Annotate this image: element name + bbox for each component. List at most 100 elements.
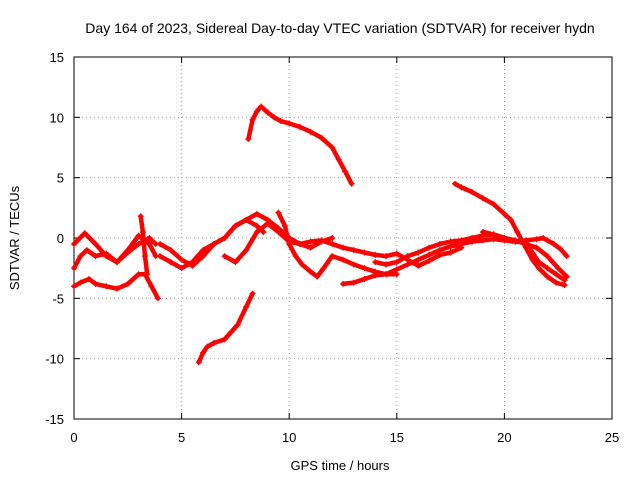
x-tick-label: 0 <box>70 430 77 445</box>
data-point <box>221 235 228 241</box>
data-point <box>350 279 357 286</box>
data-point <box>275 209 282 216</box>
data-point <box>415 262 422 269</box>
y-tick-label: -5 <box>52 291 64 306</box>
series-arc-f <box>157 216 267 272</box>
data-point <box>114 285 121 292</box>
series-trace <box>196 291 255 365</box>
data-point <box>243 303 250 310</box>
data-point <box>114 259 121 266</box>
data-point <box>210 241 217 248</box>
data-point <box>253 108 260 115</box>
data-point <box>329 241 336 248</box>
data-point <box>372 251 379 258</box>
data-point <box>469 235 476 241</box>
data-point <box>512 238 519 245</box>
data-point <box>314 273 321 280</box>
data-point <box>361 276 368 283</box>
data-point <box>458 184 465 191</box>
data-point <box>557 245 564 252</box>
data-point <box>275 228 282 235</box>
x-tick-label: 25 <box>605 430 619 445</box>
data-point <box>71 283 77 290</box>
series-arc-i <box>195 290 256 366</box>
series-arc-d <box>137 213 151 278</box>
data-point <box>393 266 400 273</box>
data-point <box>436 241 443 248</box>
data-point <box>232 259 239 266</box>
data-point <box>383 271 390 278</box>
data-point <box>535 259 542 266</box>
data-point <box>307 244 314 251</box>
data-point <box>426 244 433 251</box>
data-point <box>277 117 284 124</box>
data-point <box>103 250 110 257</box>
data-point <box>249 116 256 123</box>
series-trace <box>452 181 567 288</box>
data-point <box>563 253 570 260</box>
data-point <box>447 249 454 256</box>
data-point <box>135 232 142 239</box>
data-point <box>200 253 207 260</box>
data-point <box>507 216 514 223</box>
data-point <box>342 168 349 175</box>
data-point <box>479 195 486 202</box>
data-point <box>479 228 486 235</box>
data-point <box>563 273 570 280</box>
data-point <box>204 343 211 350</box>
data-point <box>553 279 560 286</box>
data-point <box>307 268 314 275</box>
data-point <box>550 241 557 248</box>
data-point <box>249 290 256 297</box>
x-tick-label: 5 <box>178 430 185 445</box>
chart-title: Day 164 of 2023, Sidereal Day-to-day VTE… <box>85 20 594 36</box>
data-point <box>286 241 293 248</box>
data-point <box>167 259 174 266</box>
y-tick-label: 0 <box>57 231 64 246</box>
data-point <box>540 235 547 241</box>
data-point <box>260 228 267 235</box>
data-point <box>258 103 265 110</box>
data-point <box>329 235 336 241</box>
data-point <box>561 277 568 284</box>
data-point <box>404 261 411 268</box>
data-point <box>340 280 346 287</box>
data-point <box>86 276 93 283</box>
data-point <box>426 257 433 264</box>
data-point <box>372 259 379 266</box>
data-point <box>103 283 110 290</box>
data-point <box>544 265 551 272</box>
data-point <box>553 271 560 278</box>
data-point <box>253 222 260 229</box>
data-point <box>92 253 99 260</box>
x-tick-label: 20 <box>497 430 511 445</box>
data-point <box>393 250 400 257</box>
y-tick-label: 10 <box>50 110 64 125</box>
data-point <box>146 241 153 248</box>
data-point <box>264 220 271 227</box>
data-point <box>296 241 303 248</box>
data-point <box>514 228 521 235</box>
data-point <box>458 237 465 244</box>
plot-frame <box>73 56 613 420</box>
data-point <box>142 253 149 260</box>
data-point <box>533 244 540 251</box>
data-point <box>329 253 336 260</box>
data-point <box>529 249 536 256</box>
data-point <box>210 339 217 346</box>
data-point <box>544 237 551 244</box>
series-trace <box>71 271 161 301</box>
data-point <box>544 253 551 260</box>
data-point <box>271 114 278 121</box>
data-point <box>350 261 357 268</box>
y-tick-label: 5 <box>57 171 64 186</box>
series-arc-j <box>245 103 355 187</box>
data-point <box>383 253 390 260</box>
data-point <box>299 261 306 268</box>
data-series <box>71 103 570 366</box>
data-point <box>415 249 422 256</box>
data-point <box>71 265 77 272</box>
data-point <box>232 222 239 229</box>
data-point <box>529 256 536 263</box>
